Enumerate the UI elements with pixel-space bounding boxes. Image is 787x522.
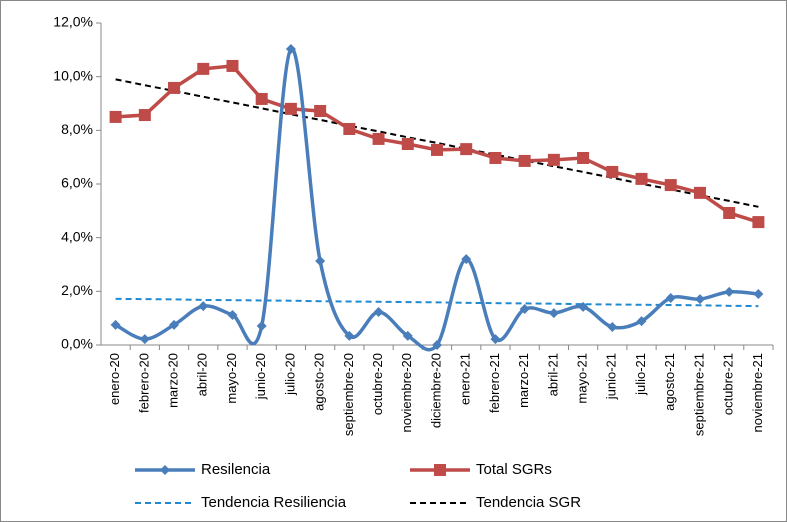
point bbox=[635, 172, 648, 185]
series-line bbox=[115, 297, 759, 308]
y-tick-label: 12,0% bbox=[53, 14, 93, 30]
x-tick-label: abril-20 bbox=[195, 353, 210, 396]
point bbox=[724, 286, 735, 297]
point bbox=[432, 340, 442, 350]
point bbox=[461, 254, 472, 265]
point bbox=[255, 92, 268, 105]
point bbox=[606, 165, 619, 178]
y-tick-label: 10,0% bbox=[53, 67, 93, 83]
point bbox=[169, 319, 180, 330]
point bbox=[138, 109, 151, 122]
legend-label: Resilencia bbox=[201, 461, 271, 478]
x-tick-label: febrero-21 bbox=[487, 353, 502, 413]
point bbox=[256, 320, 267, 331]
y-tick-label: 8,0% bbox=[61, 121, 93, 137]
point bbox=[285, 44, 296, 55]
point bbox=[401, 138, 414, 151]
point bbox=[607, 322, 618, 333]
point bbox=[343, 122, 356, 135]
x-tick-label: diciembre-20 bbox=[428, 353, 443, 428]
legend-label: Tendencia SGR bbox=[476, 494, 581, 511]
point bbox=[547, 153, 560, 166]
point bbox=[168, 81, 181, 94]
x-tick-label: junio-21 bbox=[604, 353, 619, 400]
point bbox=[373, 306, 384, 317]
point bbox=[315, 256, 326, 267]
x-tick-label: octubre-21 bbox=[721, 353, 736, 415]
point bbox=[753, 289, 764, 300]
legend-label: Tendencia Resiliencia bbox=[201, 494, 347, 511]
point bbox=[160, 465, 170, 475]
x-tick-label: julio-20 bbox=[282, 353, 297, 396]
point bbox=[431, 143, 443, 156]
point bbox=[110, 319, 121, 330]
point bbox=[665, 293, 676, 304]
x-tick-label: enero-21 bbox=[458, 353, 473, 405]
x-tick-label: enero-20 bbox=[107, 353, 122, 405]
point bbox=[372, 132, 385, 145]
legend-label: Total SGRs bbox=[476, 461, 552, 478]
point bbox=[577, 151, 590, 164]
x-tick-label: febrero-20 bbox=[136, 353, 151, 413]
point bbox=[460, 143, 473, 156]
point bbox=[314, 105, 327, 118]
point bbox=[518, 154, 531, 167]
point bbox=[752, 216, 765, 229]
x-tick-label: septiembre-20 bbox=[341, 353, 356, 436]
x-tick-label: julio-21 bbox=[633, 353, 648, 396]
x-tick-label: noviembre-21 bbox=[750, 353, 765, 433]
point bbox=[548, 308, 559, 319]
point bbox=[694, 294, 705, 305]
x-tick-label: marzo-20 bbox=[165, 353, 180, 408]
x-tick-label: junio-20 bbox=[253, 353, 268, 400]
point bbox=[226, 59, 239, 72]
point bbox=[198, 301, 209, 312]
point bbox=[578, 301, 589, 312]
point bbox=[519, 304, 530, 315]
point bbox=[284, 102, 297, 115]
x-tick-label: agosto-21 bbox=[662, 353, 677, 411]
x-tick-label: noviembre-20 bbox=[399, 353, 414, 433]
y-tick-label: 4,0% bbox=[61, 228, 93, 244]
point bbox=[402, 330, 413, 341]
point bbox=[693, 186, 706, 199]
point bbox=[664, 179, 677, 192]
x-tick-label: abril-21 bbox=[545, 353, 560, 396]
y-tick-label: 2,0% bbox=[61, 282, 93, 298]
point bbox=[723, 206, 736, 219]
point bbox=[227, 309, 238, 320]
x-tick-label: octubre-20 bbox=[370, 353, 385, 415]
point bbox=[197, 62, 210, 75]
point bbox=[139, 334, 150, 345]
point bbox=[434, 464, 446, 476]
point bbox=[490, 334, 501, 345]
point bbox=[489, 151, 502, 164]
point bbox=[344, 330, 355, 341]
y-tick-label: 6,0% bbox=[61, 175, 93, 191]
point bbox=[636, 316, 647, 327]
y-tick-label: 0,0% bbox=[61, 336, 93, 352]
point bbox=[109, 110, 122, 123]
x-tick-label: agosto-20 bbox=[312, 353, 327, 411]
x-tick-label: septiembre-21 bbox=[691, 353, 706, 436]
x-tick-label: mayo-20 bbox=[224, 353, 239, 404]
x-tick-label: mayo-21 bbox=[575, 353, 590, 404]
x-tick-label: marzo-21 bbox=[516, 353, 531, 408]
